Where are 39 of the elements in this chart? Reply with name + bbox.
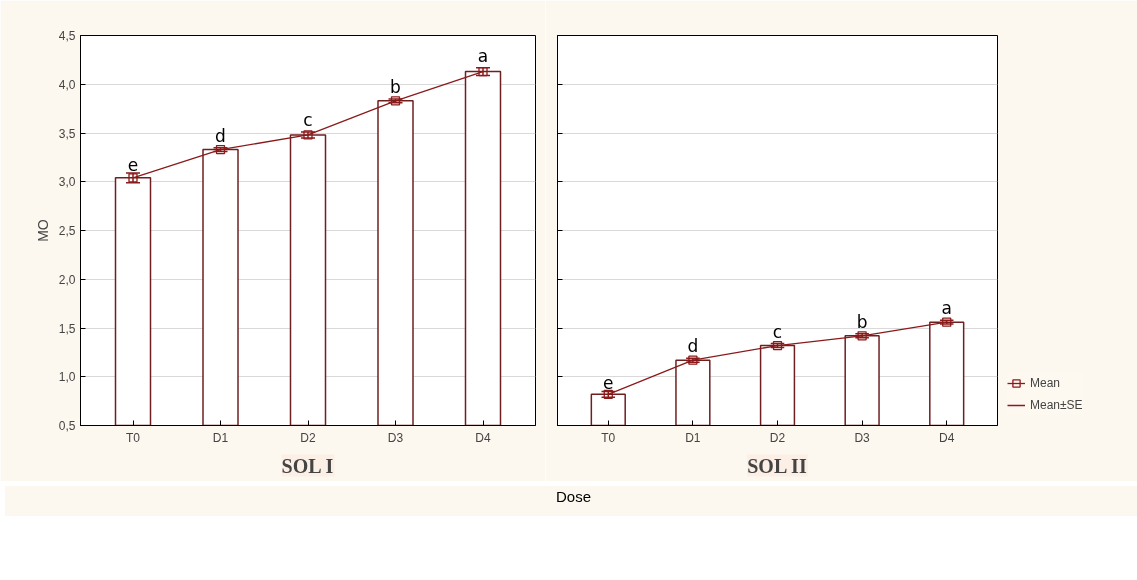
legend-label: Mean bbox=[1030, 376, 1061, 390]
x-tick-label: D2 bbox=[300, 430, 316, 445]
annotation: c bbox=[772, 321, 783, 342]
annotation: e bbox=[127, 154, 139, 175]
annotation: d bbox=[687, 336, 699, 357]
x-tick-label: D1 bbox=[685, 430, 701, 445]
point bbox=[390, 96, 401, 106]
annotation: b bbox=[390, 76, 401, 97]
text: Mean±SE bbox=[1030, 398, 1083, 412]
x-tick-label: T0 bbox=[601, 430, 616, 445]
annotation: b bbox=[856, 311, 868, 332]
x-tick-label: D3 bbox=[854, 430, 871, 445]
x-tick-label: D4 bbox=[939, 430, 955, 445]
y-tick-label: 4,5 bbox=[58, 29, 76, 43]
x-tick-label: T0 bbox=[126, 430, 141, 445]
annotation: d bbox=[215, 125, 226, 146]
x-tick-label: D4 bbox=[475, 430, 491, 445]
point bbox=[303, 130, 313, 140]
y-tick-label: 0,5 bbox=[58, 419, 76, 433]
y-tick-label: 2,5 bbox=[58, 224, 76, 238]
text: SOL I bbox=[281, 454, 334, 477]
y-tick-label: 2,0 bbox=[58, 272, 76, 287]
annotation: a bbox=[477, 45, 489, 66]
x-tick-label: D2 bbox=[769, 430, 786, 445]
y-tick-label: 1,5 bbox=[58, 321, 76, 336]
y-axis-title: MO bbox=[34, 219, 51, 242]
annotation: e bbox=[603, 373, 614, 394]
y-tick-label: 1,0 bbox=[58, 370, 76, 385]
point bbox=[215, 144, 226, 155]
annotation: a bbox=[941, 298, 952, 319]
x-tick-label: D3 bbox=[387, 430, 404, 445]
y-tick-label: 3,5 bbox=[58, 126, 76, 141]
point bbox=[942, 317, 952, 327]
x-tick-label: D1 bbox=[212, 430, 229, 445]
y-tick-label: 4,0 bbox=[58, 77, 76, 92]
text: SOL II bbox=[747, 454, 807, 477]
annotation: c bbox=[303, 110, 313, 131]
x-axis-title: Dose bbox=[555, 487, 592, 507]
y-tick-label: 3,0 bbox=[58, 175, 76, 190]
